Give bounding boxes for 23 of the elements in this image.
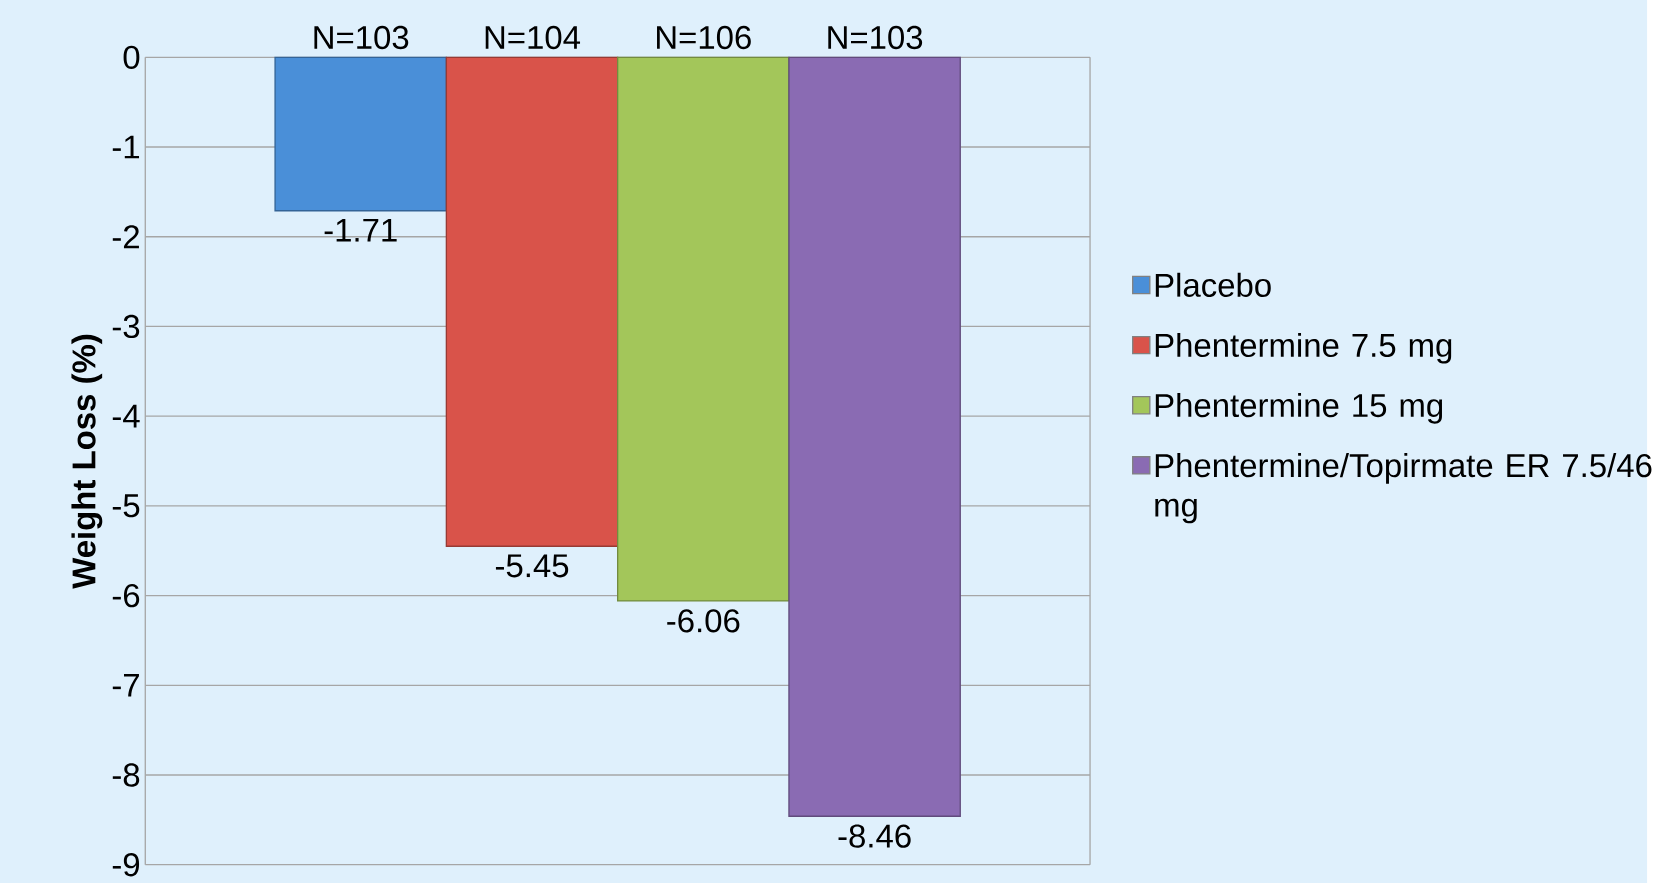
legend-label: Phentermine 7.5 mg <box>1155 332 1452 364</box>
y-tick-label: -1 <box>112 135 140 159</box>
y-tick-label: 0 <box>123 45 140 69</box>
y-tick-label: -3 <box>112 314 140 338</box>
data-label: -5.45 <box>495 554 569 578</box>
text: N=104 <box>485 25 581 49</box>
legend-label: Placebo <box>1155 272 1271 297</box>
y-tick-label: -9 <box>112 852 140 877</box>
legend-label: Phentermine 15 mg <box>1155 392 1443 424</box>
y-tick-label: -8 <box>112 763 140 787</box>
y-tick-label: -7 <box>112 673 139 697</box>
text: N=103 <box>828 25 923 49</box>
y-tick-label: -2 <box>112 225 139 248</box>
data-label: -1.71 <box>324 218 397 242</box>
data-label: -6.06 <box>667 608 740 633</box>
legend-label: Phentermine/Topirmate ER 7.5/46 mg <box>1155 452 1652 524</box>
y-axis-title: Weight Loss (%) <box>71 334 103 589</box>
data-label: -8.46 <box>838 824 911 848</box>
y-tick-label: -5 <box>112 494 140 518</box>
y-tick-label: -6 <box>112 583 140 608</box>
y-tick-label: -4 <box>112 404 140 428</box>
text: N=103 <box>314 25 409 49</box>
text: N=106 <box>657 25 751 49</box>
